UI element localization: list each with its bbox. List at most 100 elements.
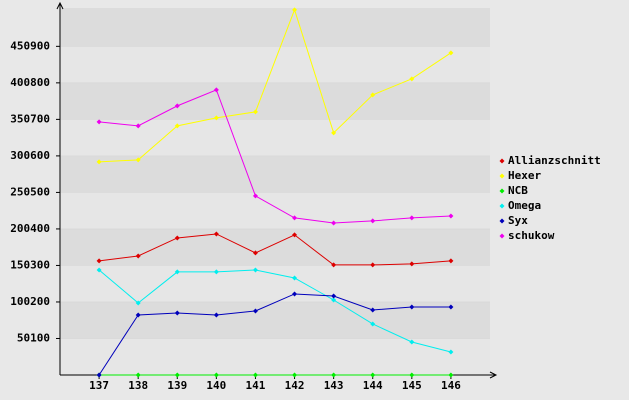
data-point bbox=[252, 109, 258, 115]
data-point bbox=[213, 231, 219, 237]
data-point bbox=[448, 372, 454, 378]
data-point bbox=[370, 307, 376, 313]
x-tick-label: 137 bbox=[89, 379, 109, 392]
data-point bbox=[292, 291, 298, 297]
data-point bbox=[370, 372, 376, 378]
data-point bbox=[448, 213, 454, 219]
data-point bbox=[292, 275, 298, 281]
x-axis-arrow bbox=[489, 371, 498, 379]
grid-band bbox=[60, 8, 490, 47]
data-point bbox=[370, 321, 376, 327]
data-point bbox=[135, 372, 141, 378]
x-tick-label: 138 bbox=[128, 379, 148, 392]
data-point bbox=[252, 267, 258, 273]
data-point bbox=[96, 258, 102, 264]
y-tick-label: 200400 bbox=[10, 222, 50, 235]
data-point bbox=[174, 103, 180, 109]
x-tick-label: 144 bbox=[363, 379, 383, 392]
grid-band bbox=[60, 301, 490, 339]
grid-band bbox=[60, 155, 490, 193]
x-tick-label: 140 bbox=[206, 379, 226, 392]
data-point bbox=[331, 130, 337, 136]
legend-marker bbox=[499, 188, 505, 194]
series-line bbox=[99, 8, 452, 163]
data-point bbox=[409, 304, 415, 310]
grid-band bbox=[60, 82, 490, 120]
legend-label: Omega bbox=[508, 199, 541, 212]
data-point bbox=[292, 215, 298, 221]
data-point bbox=[409, 372, 415, 378]
data-point bbox=[213, 372, 219, 378]
data-point bbox=[174, 310, 180, 316]
data-point bbox=[135, 312, 141, 318]
series-line bbox=[99, 89, 451, 224]
data-point bbox=[331, 372, 337, 378]
data-point bbox=[252, 308, 258, 314]
y-tick-label: 50100 bbox=[17, 331, 50, 344]
y-tick-label: 350700 bbox=[10, 112, 50, 125]
y-tick-label: 400800 bbox=[10, 76, 50, 89]
data-point bbox=[174, 235, 180, 241]
data-point bbox=[252, 250, 258, 256]
data-point bbox=[174, 269, 180, 275]
y-tick-label: 100200 bbox=[10, 295, 50, 308]
y-axis-arrow bbox=[56, 1, 64, 10]
data-point bbox=[213, 87, 219, 93]
y-tick-label: 300600 bbox=[10, 149, 50, 162]
x-tick-label: 146 bbox=[441, 379, 461, 392]
y-tick-label: 250500 bbox=[10, 185, 50, 198]
data-point bbox=[409, 339, 415, 345]
data-point bbox=[448, 258, 454, 264]
data-point bbox=[370, 92, 376, 98]
data-point bbox=[213, 312, 219, 318]
data-point bbox=[252, 193, 258, 199]
x-tick-label: 145 bbox=[402, 379, 422, 392]
data-point bbox=[292, 372, 298, 378]
data-point bbox=[174, 123, 180, 129]
legend-label: Allianzschnitt bbox=[508, 154, 601, 167]
legend-label: Hexer bbox=[508, 169, 541, 182]
legend-label: Syx bbox=[508, 214, 528, 227]
series-line bbox=[98, 293, 451, 376]
data-point bbox=[96, 119, 102, 125]
data-point bbox=[331, 220, 337, 226]
legend-marker bbox=[499, 233, 505, 239]
data-point bbox=[135, 253, 141, 259]
data-point bbox=[135, 300, 141, 306]
data-point bbox=[448, 50, 454, 56]
data-point bbox=[409, 76, 415, 82]
data-point bbox=[448, 349, 454, 355]
data-point bbox=[409, 261, 415, 267]
data-point bbox=[292, 232, 298, 238]
legend-marker bbox=[499, 218, 505, 224]
data-point bbox=[135, 157, 141, 163]
legend-label: NCB bbox=[508, 184, 528, 197]
data-point bbox=[331, 262, 337, 268]
series-line bbox=[99, 233, 451, 266]
data-point bbox=[331, 293, 337, 299]
data-point bbox=[96, 267, 102, 273]
data-point bbox=[135, 123, 141, 129]
data-point bbox=[370, 262, 376, 268]
x-tick-label: 141 bbox=[246, 379, 266, 392]
data-point bbox=[174, 372, 180, 378]
data-point bbox=[409, 215, 415, 221]
legend-marker bbox=[499, 203, 505, 209]
legend-marker bbox=[499, 173, 505, 179]
data-point bbox=[213, 115, 219, 121]
data-point bbox=[331, 297, 337, 303]
x-tick-label: 139 bbox=[167, 379, 187, 392]
series-line bbox=[98, 269, 452, 353]
data-point bbox=[292, 7, 298, 13]
x-tick-label: 142 bbox=[285, 379, 305, 392]
data-point bbox=[252, 372, 258, 378]
data-point bbox=[96, 372, 102, 378]
y-tick-label: 450900 bbox=[10, 39, 50, 52]
y-tick-label: 150300 bbox=[10, 258, 50, 271]
legend-marker bbox=[499, 158, 505, 164]
data-point bbox=[213, 269, 219, 275]
data-point bbox=[370, 218, 376, 224]
data-point bbox=[96, 159, 102, 165]
x-tick-label: 143 bbox=[324, 379, 344, 392]
